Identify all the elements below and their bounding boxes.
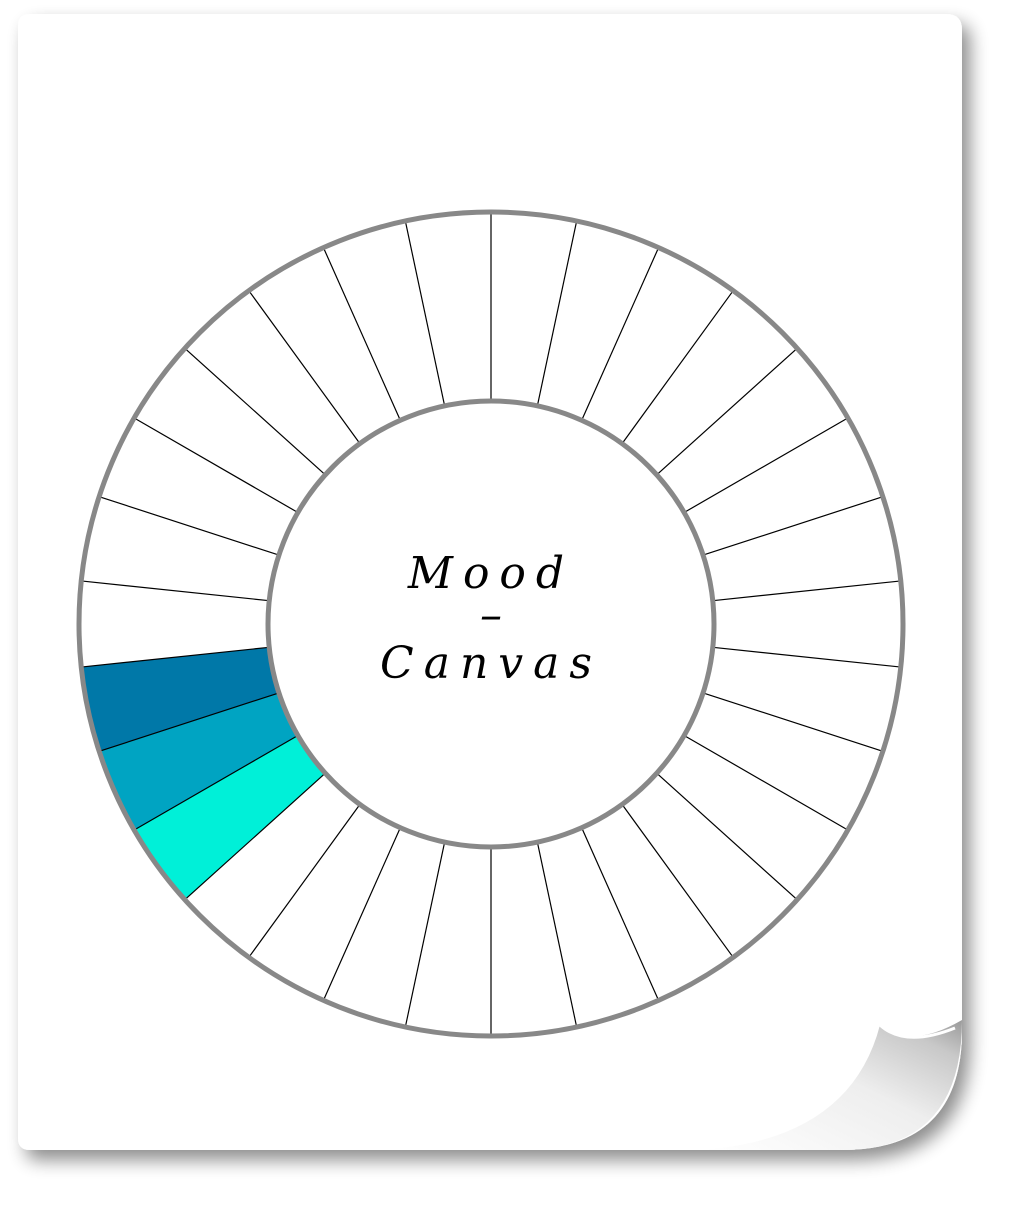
- title-separator: –: [480, 590, 502, 641]
- wheel-segment: [184, 773, 360, 958]
- segment-divider: [322, 247, 401, 421]
- wheel-segment: [491, 842, 577, 1036]
- wheel-segment: [99, 692, 298, 830]
- wheel-segment: [134, 735, 326, 900]
- segment-divider: [536, 220, 578, 406]
- segment-divider: [536, 842, 578, 1028]
- wheel-segment: [581, 247, 734, 444]
- segment-divider: [404, 220, 446, 406]
- wheel-segments: [79, 212, 903, 1036]
- wheel-segment: [703, 496, 901, 601]
- wheel-segment: [622, 290, 798, 475]
- paper-curl-shade: [700, 1020, 962, 1150]
- wheel-segment: [248, 804, 401, 1001]
- wheel-segment: [405, 212, 491, 406]
- segment-divider: [656, 347, 798, 476]
- segment-divider: [133, 734, 299, 831]
- segment-divider: [98, 496, 280, 556]
- segment-divider: [621, 804, 734, 958]
- segment-divider: [322, 827, 401, 1001]
- wheel-segment: [323, 221, 445, 421]
- title-line-1: Mood: [407, 548, 574, 599]
- wheel-segment: [405, 842, 491, 1036]
- segment-divider: [656, 772, 798, 901]
- segment-divider: [248, 290, 361, 444]
- wheel-segment: [684, 418, 883, 556]
- segment-divider: [81, 646, 270, 668]
- segment-divider: [621, 290, 734, 444]
- segment-divider: [581, 827, 660, 1001]
- wheel-segment: [581, 804, 734, 1001]
- wheel-segment: [81, 496, 279, 601]
- wheel-segment: [712, 580, 903, 668]
- segment-divider: [184, 347, 326, 476]
- wheel-segment: [537, 827, 659, 1027]
- wheel-segment: [656, 348, 848, 513]
- segment-divider: [702, 496, 884, 556]
- wheel-segment: [184, 290, 360, 475]
- segment-divider: [81, 580, 270, 602]
- wheel-segment: [248, 247, 401, 444]
- segment-divider: [702, 692, 884, 752]
- segment-divider: [404, 842, 446, 1028]
- wheel-segment: [537, 221, 659, 421]
- paper-curl-highlight: [878, 1023, 956, 1039]
- wheel-segment: [79, 580, 270, 668]
- segment-divider: [581, 247, 660, 421]
- wheel-segment: [323, 827, 445, 1027]
- wheel-segment: [491, 212, 577, 406]
- wheel-segment: [656, 735, 848, 900]
- title-line-2: Canvas: [380, 638, 602, 689]
- segment-divider: [184, 772, 326, 901]
- wheel-segment: [81, 647, 279, 752]
- outer-ring: [76, 209, 906, 1039]
- segment-divider: [98, 692, 280, 752]
- segment-divider: [248, 804, 361, 958]
- wheel-segment: [622, 773, 798, 958]
- segment-divider: [712, 580, 901, 602]
- segment-divider: [712, 646, 901, 668]
- segment-divider: [683, 734, 849, 831]
- inner-ring: [265, 398, 717, 850]
- wheel-segment: [134, 348, 326, 513]
- wheel-segment: [99, 418, 298, 556]
- wheel-dividers: [81, 212, 901, 1036]
- segment-divider: [133, 417, 299, 514]
- wheel-segment: [684, 692, 883, 830]
- wheel-segment: [703, 647, 901, 752]
- segment-divider: [683, 417, 849, 514]
